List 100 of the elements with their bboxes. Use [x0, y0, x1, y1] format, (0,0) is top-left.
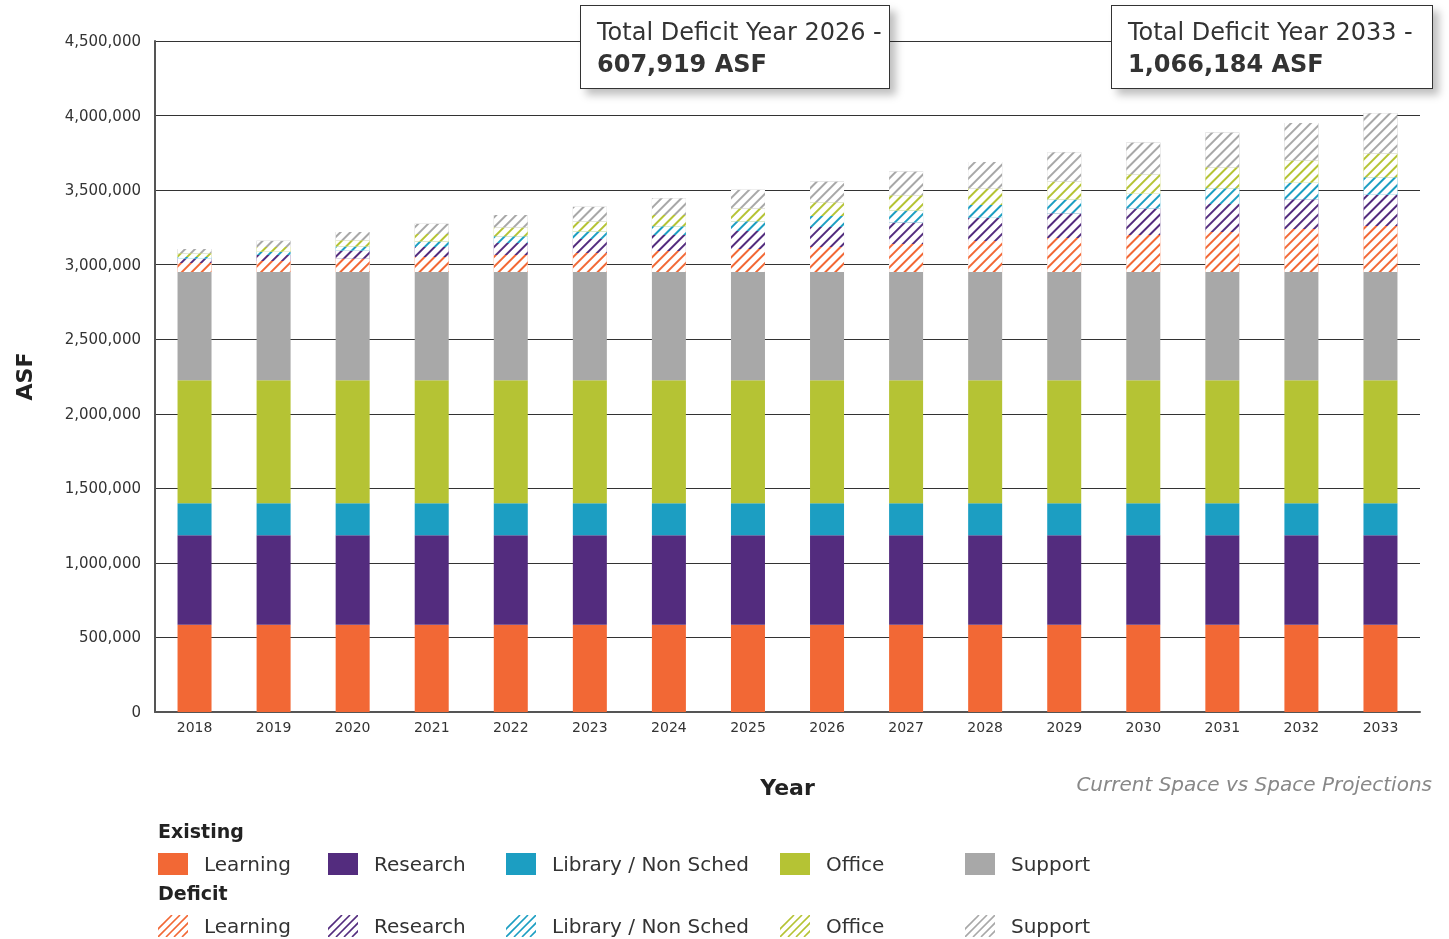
y-tick-label: 0	[131, 703, 141, 721]
bar	[889, 380, 924, 504]
bar	[1047, 624, 1082, 712]
bar	[256, 380, 291, 504]
x-tick-label: 2023	[572, 719, 608, 735]
bar	[335, 503, 370, 536]
bar	[730, 535, 765, 625]
bar	[1126, 624, 1161, 712]
bar	[414, 624, 449, 712]
bar	[572, 503, 607, 536]
bar	[1126, 272, 1161, 381]
bar	[889, 503, 924, 536]
bar	[177, 624, 212, 712]
bar	[414, 380, 449, 504]
x-tick-label: 2028	[967, 719, 1003, 735]
bar	[730, 380, 765, 504]
bar	[335, 624, 370, 712]
bar	[177, 503, 212, 536]
legend-label: Research	[374, 852, 466, 876]
bar	[256, 535, 291, 625]
bar	[1363, 624, 1398, 712]
bar	[256, 503, 291, 536]
bar	[651, 535, 686, 625]
x-tick-label: 2026	[809, 719, 845, 735]
bar	[810, 380, 845, 504]
bar	[1047, 535, 1082, 625]
x-tick-label: 2031	[1204, 719, 1241, 735]
bar	[335, 535, 370, 625]
bar	[810, 503, 845, 536]
bar	[493, 380, 528, 504]
bar	[968, 503, 1003, 536]
y-tick-label: 4,500,000	[64, 32, 141, 50]
bar	[1205, 272, 1240, 381]
x-axis-title: Year	[759, 774, 815, 800]
bar	[572, 272, 607, 381]
bar	[1363, 503, 1398, 536]
bar	[335, 272, 370, 381]
bar	[256, 624, 291, 712]
bar	[1363, 272, 1398, 381]
x-tick-label: 2033	[1362, 719, 1399, 735]
bar	[968, 535, 1003, 625]
bar	[1284, 535, 1319, 625]
bar	[1205, 380, 1240, 504]
x-tick-label: 2029	[1046, 719, 1083, 735]
bar	[414, 272, 449, 381]
bar	[1363, 535, 1398, 625]
annotation: Total Deficit Year 2026 - 607,919 ASF	[597, 17, 882, 78]
bar	[810, 624, 845, 712]
bar	[1047, 380, 1082, 504]
bar	[810, 272, 845, 381]
bar	[730, 503, 765, 536]
text: Deficit	[158, 882, 229, 906]
legend-label: Support	[1011, 914, 1091, 938]
x-tick-label: 2019	[255, 719, 292, 735]
bar	[493, 272, 528, 381]
x-tick-label: 2030	[1125, 719, 1162, 735]
y-tick-label: 500,000	[78, 628, 141, 647]
legend-label: Research	[374, 914, 466, 938]
bar	[414, 503, 449, 536]
x-tick-label: 2024	[651, 719, 687, 735]
y-tick-label: 1,000,000	[64, 553, 141, 572]
x-tick-label: 2021	[413, 719, 450, 735]
bar	[493, 535, 528, 625]
legend-label: Library / Non Sched	[552, 914, 749, 938]
legend-label: Support	[1011, 852, 1091, 876]
bar	[651, 624, 686, 712]
bar	[968, 272, 1003, 381]
y-tick-label: 1,500,000	[64, 479, 141, 498]
legend-label: Learning	[204, 852, 291, 876]
bar	[1205, 624, 1240, 712]
bar	[1284, 380, 1319, 504]
legend-label: Office	[826, 914, 885, 938]
bar	[968, 624, 1003, 712]
bar	[730, 272, 765, 381]
legend-label: Learning	[204, 914, 291, 938]
bar	[889, 272, 924, 381]
bar	[256, 272, 291, 381]
bar	[730, 624, 765, 712]
bar	[493, 503, 528, 536]
bar	[1047, 272, 1082, 381]
x-tick-label: 2025	[730, 719, 766, 735]
bar	[889, 535, 924, 625]
text: Current Space vs Space Projections	[1076, 772, 1432, 796]
bar	[177, 535, 212, 625]
x-tick-label: 2022	[492, 719, 529, 735]
x-tick-label: 2018	[176, 719, 213, 735]
bar	[651, 272, 686, 381]
bar	[572, 624, 607, 712]
y-tick-label: 3,500,000	[64, 181, 141, 200]
legend-label: Office	[826, 852, 885, 876]
bar	[1126, 380, 1161, 504]
bar	[1284, 272, 1319, 381]
y-tick-label: 3,000,000	[64, 255, 141, 274]
bar	[572, 535, 607, 625]
y-axis-title: ASF	[11, 352, 37, 401]
legend-label: Library / Non Sched	[552, 852, 749, 876]
bar	[1126, 503, 1161, 536]
annotation: Total Deficit Year 2033 - 1,066,184 ASF	[1128, 17, 1414, 78]
bar	[1284, 503, 1319, 536]
x-tick-label: 2027	[888, 719, 924, 735]
